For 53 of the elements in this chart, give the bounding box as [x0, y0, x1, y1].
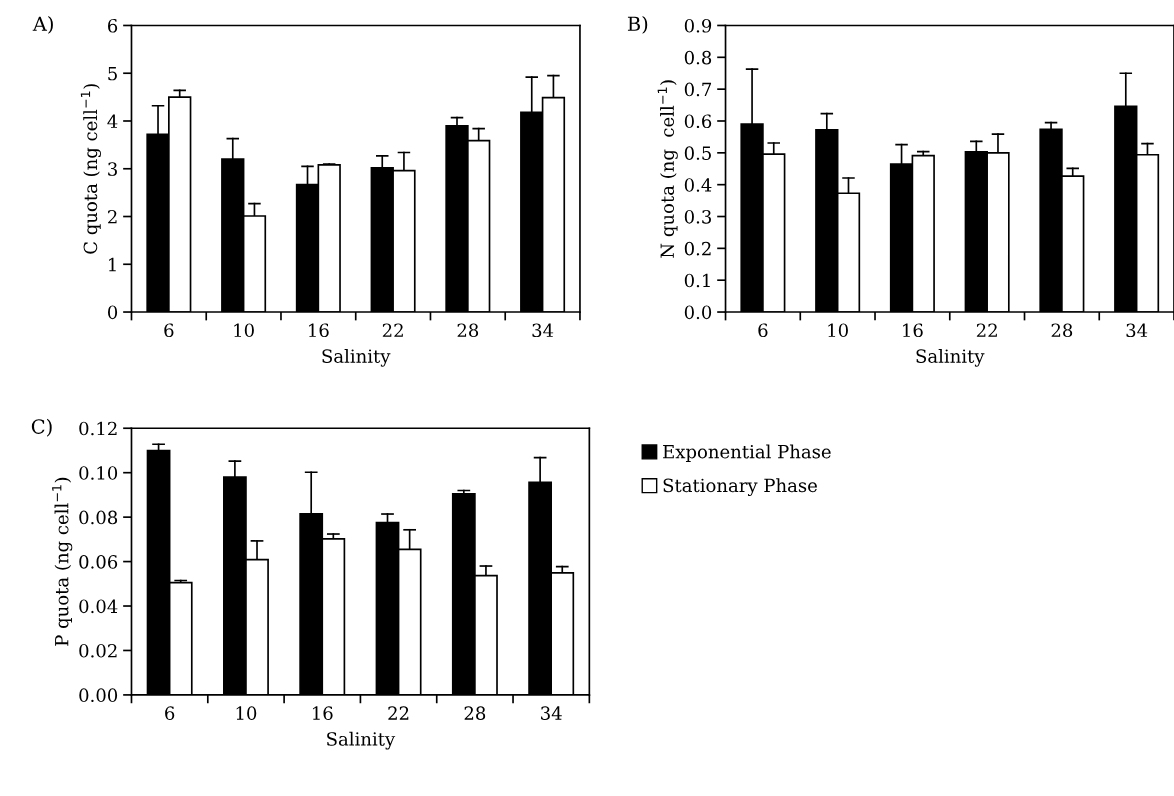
chart-title: C)	[31, 418, 52, 437]
x-tick-label: 10	[828, 323, 848, 338]
x-axis-title: Salinity	[916, 348, 985, 367]
x-tick-label: 22	[382, 323, 403, 337]
y-tick-label: 5	[108, 66, 117, 81]
x-axis-title: Salinity	[327, 731, 396, 750]
legend-label: Stationary Phase	[663, 478, 817, 496]
y-tick-label: 0.12	[79, 421, 117, 436]
x-tick-label: 28	[457, 323, 479, 338]
chart-title: B)	[627, 16, 648, 34]
x-tick-label: 34	[541, 706, 562, 720]
x-tick-label: 28	[464, 706, 486, 720]
y-tick-label: 0.9	[684, 18, 712, 33]
x-axis-title: Salinity	[322, 348, 391, 367]
x-tick-label: 16	[309, 323, 329, 338]
y-axis-title: N quota (ng cell$^{−1}$)	[657, 80, 678, 258]
x-tick-label: 16	[903, 323, 923, 338]
y-tick-label: 0.04	[79, 599, 118, 614]
chart-title: A)	[32, 16, 53, 34]
y-tick-label: 0.6	[684, 114, 712, 129]
y-tick-label: 0.3	[684, 209, 711, 224]
y-tick-label: 0.2	[684, 241, 711, 256]
y-tick-label: 0.08	[79, 510, 118, 525]
x-tick-label: 6	[758, 323, 768, 338]
y-tick-label: 0.00	[79, 688, 118, 703]
y-tick-label: 0.4	[684, 178, 712, 192]
x-tick-label: 22	[388, 706, 409, 720]
x-tick-label: 28	[1051, 323, 1073, 338]
y-tick-label: 6	[108, 18, 118, 33]
y-tick-label: 1	[109, 257, 116, 272]
x-tick-label: 34	[532, 323, 554, 338]
x-tick-label: 6	[165, 706, 175, 720]
x-tick-label: 10	[234, 323, 254, 338]
x-tick-label: 16	[312, 706, 333, 720]
y-tick-label: 0.0	[684, 305, 712, 320]
x-tick-label: 34	[1126, 323, 1148, 338]
y-tick-label: 3	[108, 162, 117, 176]
x-tick-label: 22	[976, 323, 997, 337]
y-tick-label: 0.8	[684, 50, 712, 65]
y-tick-label: 0	[108, 305, 118, 320]
y-tick-label: 2	[108, 209, 117, 224]
y-tick-label: 4	[107, 114, 118, 128]
y-axis-title: C quota (ng cell$^{−1}$)	[80, 84, 101, 254]
y-tick-label: 0.1	[684, 273, 710, 288]
y-axis-title: P quota (ng cell$^{−1}$)	[52, 477, 73, 646]
y-tick-label: 0.7	[684, 82, 712, 97]
y-tick-label: 0.5	[684, 146, 711, 160]
x-tick-label: 6	[164, 323, 174, 338]
y-tick-label: 0.06	[79, 555, 118, 569]
y-tick-label: 0.10	[79, 466, 118, 480]
y-tick-label: 0.02	[79, 643, 117, 658]
legend-label: Exponential Phase	[663, 444, 831, 462]
x-tick-label: 10	[236, 706, 257, 720]
